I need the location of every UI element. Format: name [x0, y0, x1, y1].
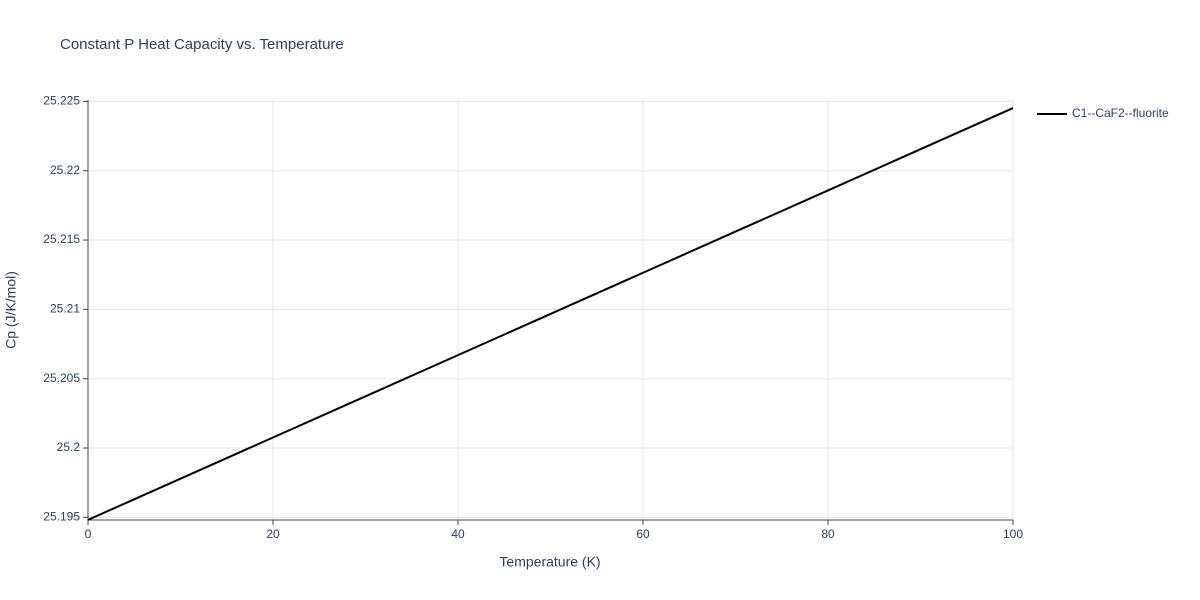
y-tick-label: 25.22	[50, 163, 80, 177]
y-tick-label: 25.195	[43, 510, 80, 524]
chart-title: Constant P Heat Capacity vs. Temperature	[60, 36, 344, 53]
legend-label: C1--CaF2--fluorite	[1072, 106, 1169, 120]
y-tick-label: 25.21	[50, 302, 80, 316]
data-line	[87, 107, 1014, 521]
y-tick-label: 25.225	[43, 94, 80, 108]
x-tick-label: 60	[636, 527, 650, 541]
x-tick-label: 40	[451, 527, 465, 541]
y-tick-label: 25.215	[43, 232, 80, 246]
y-tick-label: 25.2	[57, 440, 81, 454]
x-tick-label: 80	[821, 527, 835, 541]
x-tick-label: 0	[85, 527, 92, 541]
y-tick-label: 25.205	[43, 371, 80, 385]
y-axis-title: Cp (J/K/mol)	[3, 271, 19, 349]
x-tick-label: 100	[1003, 527, 1023, 541]
x-axis-title: Temperature (K)	[499, 554, 600, 570]
x-tick-label: 20	[266, 527, 280, 541]
